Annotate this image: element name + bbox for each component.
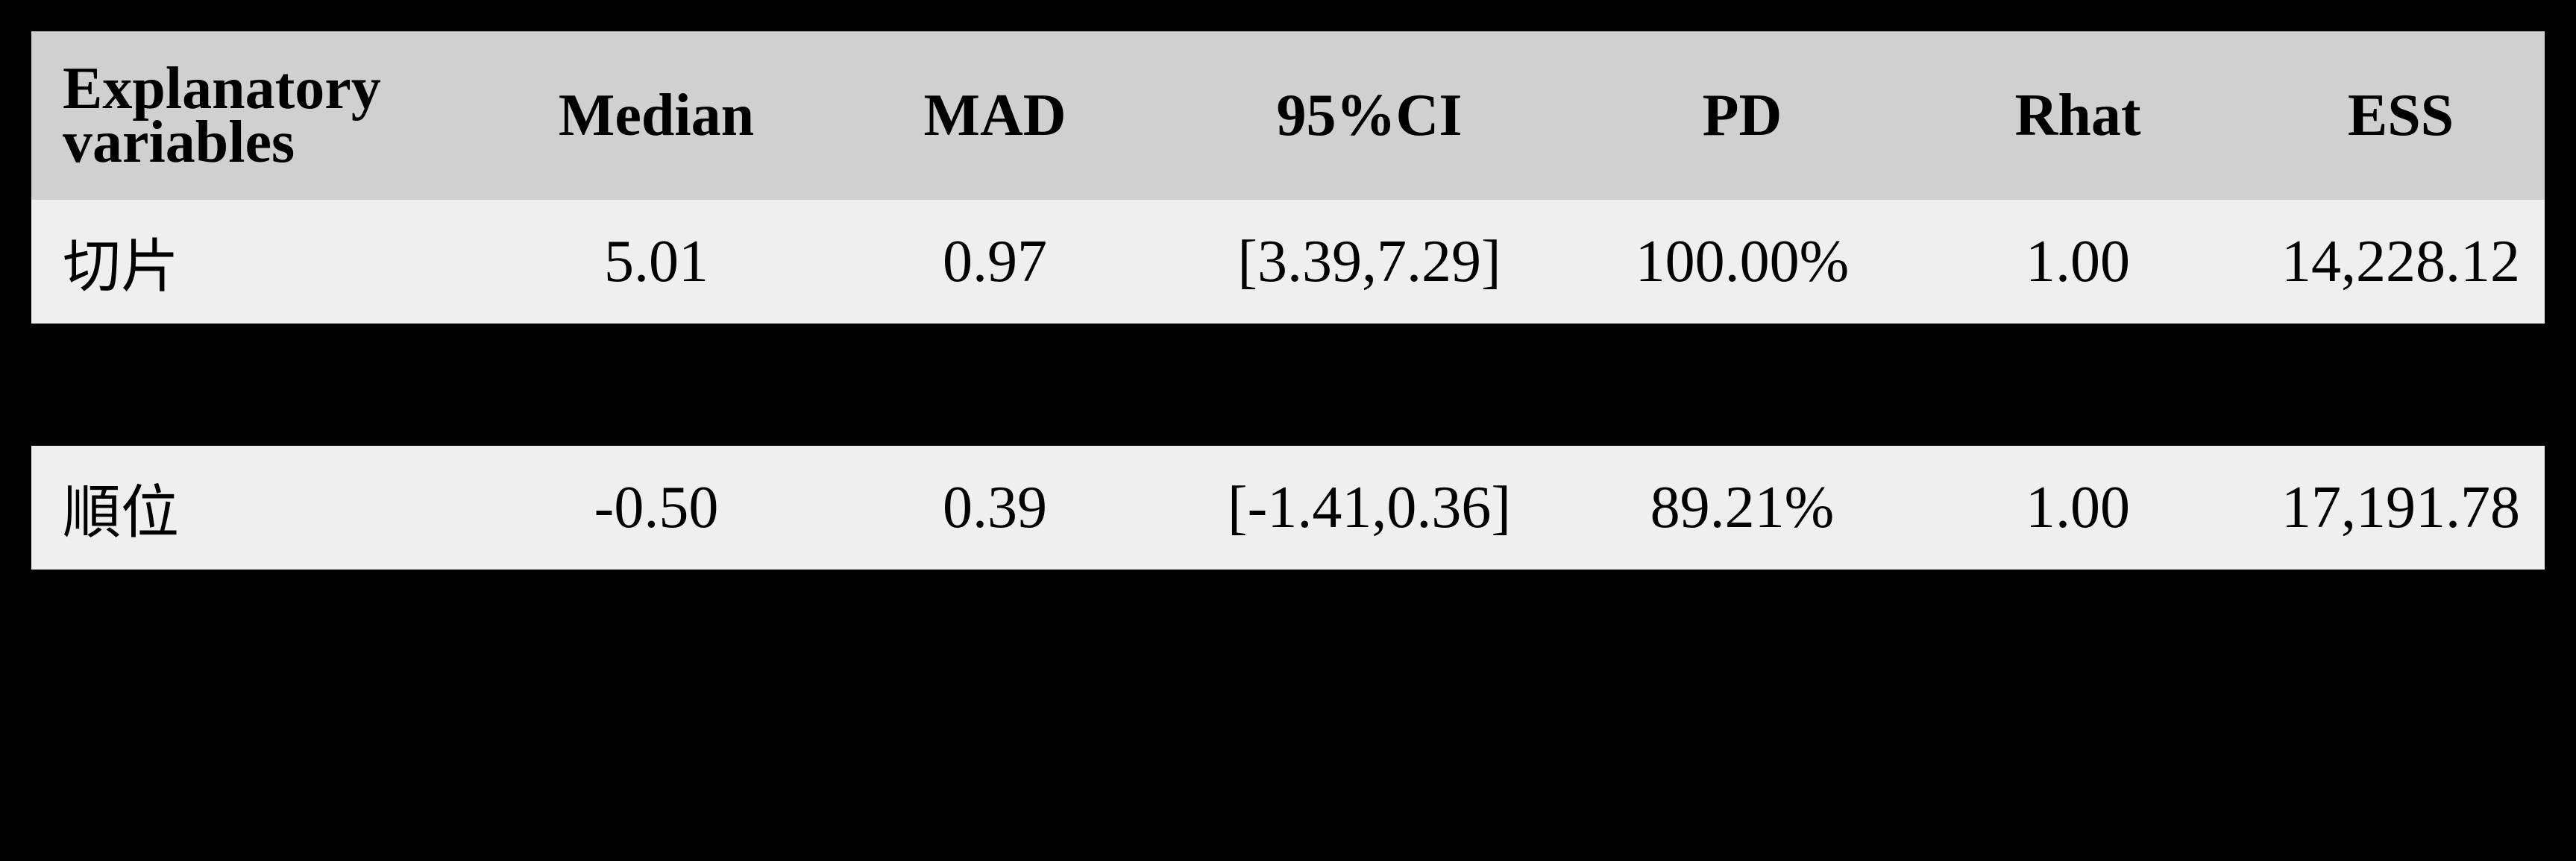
cell-variable: 順位 [63, 479, 180, 546]
cell-ess: 14,228.12 [2281, 228, 2520, 294]
cell-variable: 切片 [63, 233, 180, 300]
header-median: Median [558, 82, 755, 148]
cell-pd: 100.00% [1635, 228, 1850, 294]
header-ess: ESS [2347, 82, 2454, 148]
row-divider-gap [31, 324, 2545, 446]
cell-rhat: 1.00 [2026, 474, 2130, 540]
table-row: 切片 5.01 0.97 [3.39,7.29] 100.00% 1.00 14… [31, 200, 2545, 324]
cell-median: -0.50 [594, 474, 719, 540]
header-mad: MAD [923, 82, 1066, 148]
header-pd: PD [1702, 82, 1782, 148]
header-explanatory-variables: Explanatory variables [63, 56, 381, 175]
cell-ess: 17,191.78 [2281, 474, 2520, 540]
table-header-row: Explanatory variables Median MAD 95%CI P… [31, 31, 2545, 200]
cell-pd: 89.21% [1650, 474, 1835, 540]
cell-median: 5.01 [604, 228, 709, 294]
cell-95ci: [-1.41,0.36] [1228, 474, 1511, 540]
header-rhat: Rhat [2014, 82, 2141, 148]
cell-rhat: 1.00 [2026, 228, 2130, 294]
cell-95ci: [3.39,7.29] [1237, 228, 1501, 294]
cell-mad: 0.97 [943, 228, 1047, 294]
cell-mad: 0.39 [943, 474, 1047, 540]
table-row: 順位 -0.50 0.39 [-1.41,0.36] 89.21% 1.00 1… [31, 446, 2545, 570]
header-95ci: 95%CI [1276, 82, 1463, 148]
results-table: Explanatory variables Median MAD 95%CI P… [31, 31, 2545, 570]
